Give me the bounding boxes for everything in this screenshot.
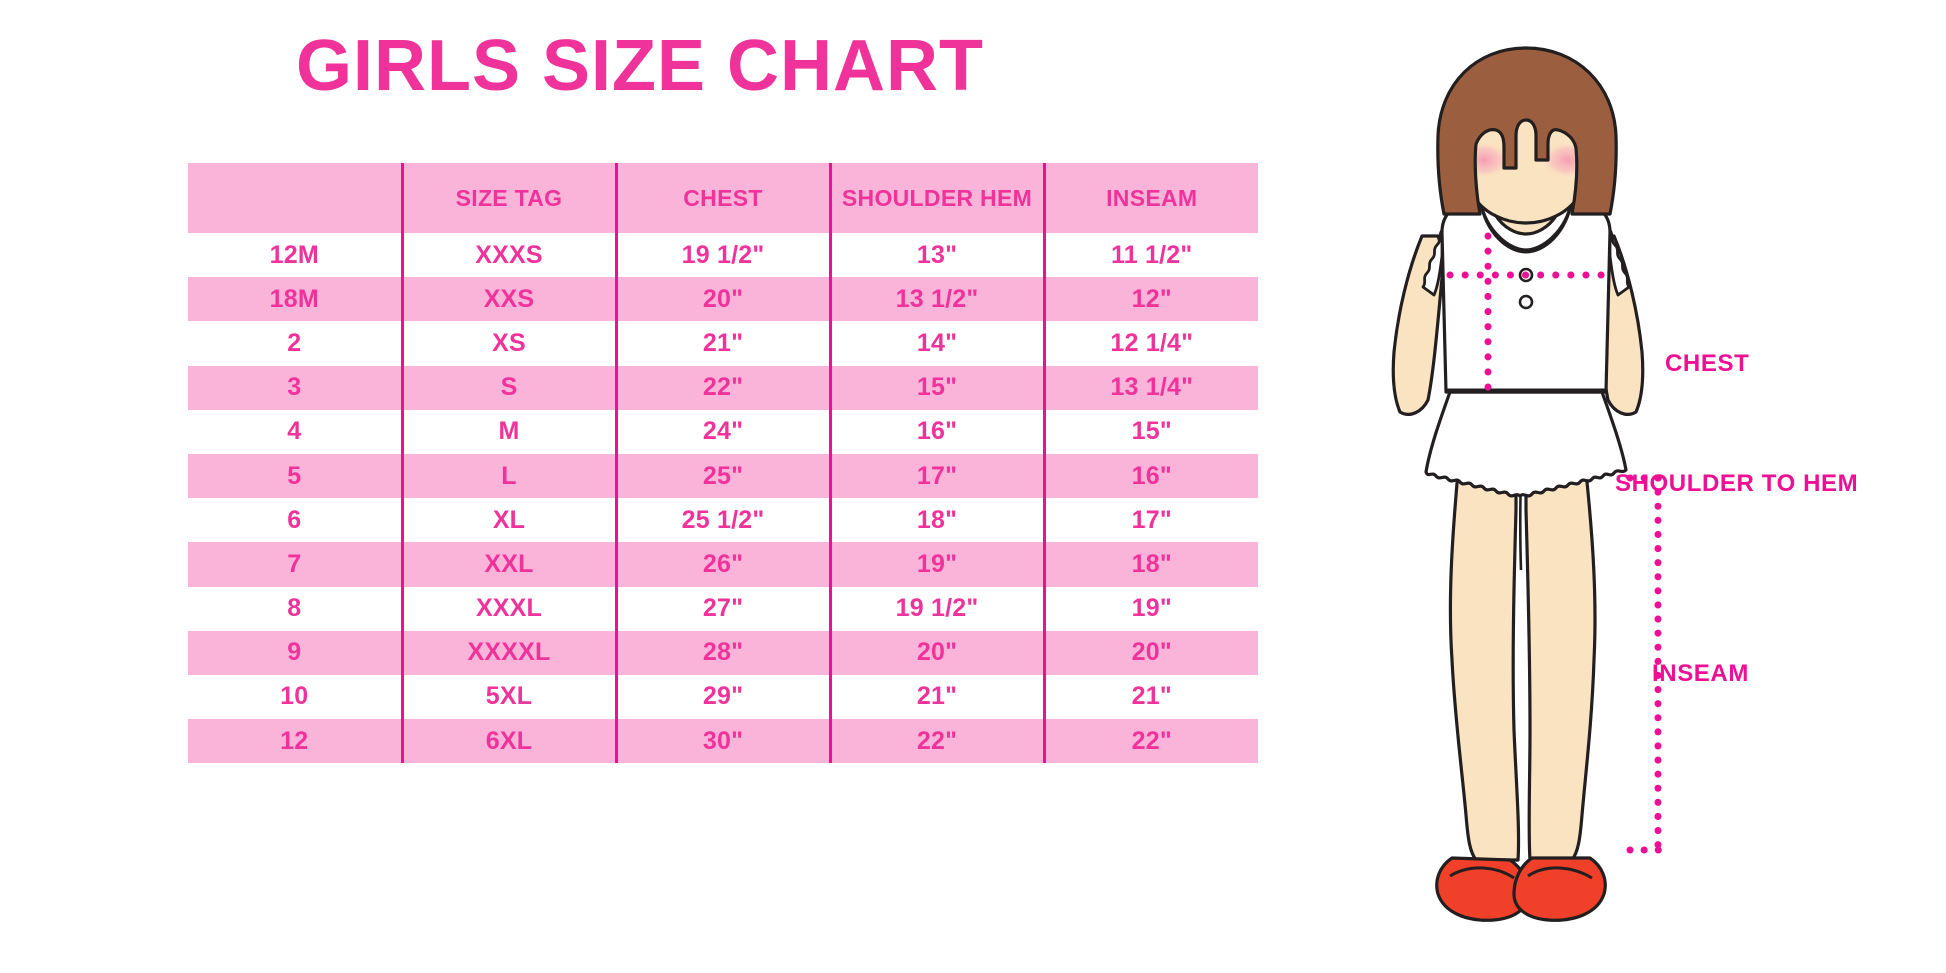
table-body: 12M XXXS 19 1/2" 13" 11 1/2" 18M XXS 20" 13 1/2"… [188,233,1258,764]
size-table: SIZE TAG CHEST SHOULDER HEM INSEAM 12M XX… [188,163,1258,764]
cell-shoulder-hem: 15" [828,365,1044,410]
legs [1448,470,1597,862]
table-header: SIZE TAG CHEST SHOULDER HEM INSEAM [188,163,1258,233]
cell-chest: 25" [614,453,830,499]
cell-size-tag: XS [400,321,616,366]
cell-shoulder-hem: 17" [828,453,1044,499]
cell-size-tag: XXXS [400,233,616,278]
table-row: 4 M 24" 16" 15" [188,409,1258,454]
column-header-size [188,163,402,233]
cell-inseam: 19" [1042,586,1258,631]
cell-shoulder-hem: 20" [828,630,1044,675]
cell-size: 12M [269,240,319,269]
page-title: GIRLS SIZE CHART [295,26,984,106]
cell-shoulder-hem: 19 1/2" [828,586,1044,631]
cell-size: 6 [287,505,302,534]
size-table-container: SIZE TAG CHEST SHOULDER HEM INSEAM 12M XX… [188,163,1258,764]
cell-size: 18M [269,284,319,313]
cell-shoulder-hem: 16" [828,409,1044,454]
cell-size-tag: S [400,365,616,410]
table-row: 9 XXXXL 28" 20" 20" [188,630,1258,675]
cell-size-tag: XXXL [400,586,616,631]
girl-figure-svg [1391,46,1664,922]
table-header-row: SIZE TAG CHEST SHOULDER HEM INSEAM [188,163,1258,233]
cell-size: 7 [287,549,302,578]
column-header-size-tag: SIZE TAG [400,163,616,233]
table-row: 2 XS 21" 14" 12 1/4" [188,321,1258,366]
cell-inseam: 12" [1042,277,1258,322]
cell-chest: 24" [614,409,830,454]
cell-size-tag: XXXXL [400,630,616,675]
cell-inseam: 15" [1042,409,1258,454]
cell-size-tag: 6XL [400,719,616,764]
callout-label-inseam: INSEAM [1652,660,1749,687]
cell-size: 4 [287,417,302,446]
cell-inseam: 21" [1042,674,1258,720]
cell-size-tag: XL [400,498,616,543]
column-header-inseam: INSEAM [1042,163,1258,233]
cell-chest: 30" [614,719,830,764]
cell-inseam: 22" [1042,719,1258,764]
cell-size-tag: L [400,453,616,499]
column-header-shoulder-hem: SHOULDER HEM [828,163,1044,233]
table-row: 8 XXXL 27" 19 1/2" 19" [188,586,1258,631]
table-row: 12M XXXS 19 1/2" 13" 11 1/2" [188,233,1258,278]
table-row: 7 XXL 26" 19" 18" [188,542,1258,587]
cell-shoulder-hem: 18" [828,498,1044,543]
callout-label-chest: CHEST [1665,350,1750,377]
cell-size: 2 [287,328,302,357]
hair [1436,46,1618,216]
cell-size-tag: XXS [400,277,616,322]
cell-size-tag: XXL [400,542,616,587]
cell-size-tag: M [400,409,616,454]
cell-chest: 26" [614,542,830,587]
measurement-guides [1446,232,1664,854]
cell-chest: 27" [614,586,830,631]
head-and-neck [1436,46,1618,236]
cell-shoulder-hem: 13" [828,233,1044,278]
cell-inseam: 20" [1042,630,1258,675]
callout-label-shoulder-to-hem: SHOULDER TO HEM [1615,470,1859,497]
cell-chest: 28" [614,630,830,675]
cell-inseam: 18" [1042,542,1258,587]
cell-size: 3 [287,373,302,402]
cell-chest: 22" [614,365,830,410]
shoes [1435,856,1607,922]
cell-chest: 20" [614,277,830,322]
table-row: 10 5XL 29" 21" 21" [188,674,1258,720]
cell-inseam: 12 1/4" [1042,321,1258,366]
cell-inseam: 13 1/4" [1042,365,1258,410]
button-lower [1518,294,1534,310]
cell-size: 10 [280,682,309,711]
cell-inseam: 17" [1042,498,1258,543]
table-row: 3 S 22" 15" 13 1/4" [188,365,1258,410]
cell-chest: 29" [614,674,830,720]
cell-size: 9 [287,638,302,667]
cell-shoulder-hem: 19" [828,542,1044,587]
cell-size: 12 [280,726,309,755]
skirt [1424,390,1628,498]
cell-size: 5 [287,461,302,490]
cell-chest: 25 1/2" [614,498,830,543]
table-row: 6 XL 25 1/2" 18" 17" [188,498,1258,543]
cell-chest: 21" [614,321,830,366]
top-blouse [1421,198,1631,394]
girl-figure-illustration [1330,40,1730,940]
cell-inseam: 11 1/2" [1042,233,1258,278]
cell-inseam: 16" [1042,453,1258,499]
cell-shoulder-hem: 14" [828,321,1044,366]
cell-shoulder-hem: 13 1/2" [828,277,1044,322]
cell-shoulder-hem: 21" [828,674,1044,720]
cell-size: 8 [287,594,302,623]
table-row: 12 6XL 30" 22" 22" [188,719,1258,764]
cell-chest: 19 1/2" [614,233,830,278]
table-row: 18M XXS 20" 13 1/2" 12" [188,277,1258,322]
cell-size-tag: 5XL [400,674,616,720]
cell-shoulder-hem: 22" [828,719,1044,764]
table-row: 5 L 25" 17" 16" [188,453,1258,499]
column-header-chest: CHEST [614,163,830,233]
